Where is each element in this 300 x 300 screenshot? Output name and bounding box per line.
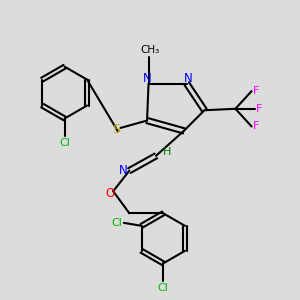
Text: F: F [253, 122, 260, 131]
Text: N: N [184, 72, 193, 85]
Text: F: F [253, 86, 260, 96]
Text: H: H [163, 147, 171, 158]
Text: Cl: Cl [158, 283, 169, 292]
Text: N: N [143, 72, 152, 85]
Text: N: N [118, 164, 127, 177]
Text: S: S [112, 123, 120, 136]
Text: O: O [105, 187, 114, 200]
Text: CH₃: CH₃ [140, 45, 160, 55]
Text: F: F [256, 104, 262, 114]
Text: Cl: Cl [111, 218, 122, 228]
Text: Cl: Cl [59, 138, 70, 148]
